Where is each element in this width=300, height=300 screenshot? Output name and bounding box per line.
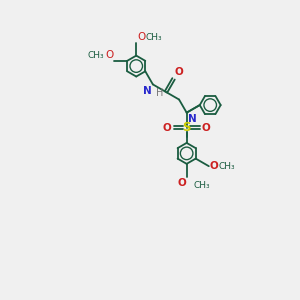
Text: S: S — [182, 121, 191, 134]
Text: O: O — [210, 161, 218, 171]
Text: O: O — [105, 50, 113, 60]
Text: H: H — [156, 88, 164, 98]
Text: O: O — [163, 123, 172, 133]
Text: CH₃: CH₃ — [218, 162, 235, 171]
Text: N: N — [188, 114, 197, 124]
Text: CH₃: CH₃ — [87, 51, 104, 60]
Text: O: O — [202, 123, 211, 133]
Text: O: O — [177, 178, 186, 188]
Text: CH₃: CH₃ — [145, 33, 162, 42]
Text: O: O — [174, 67, 183, 77]
Text: O: O — [137, 32, 145, 42]
Text: N: N — [143, 86, 152, 96]
Text: CH₃: CH₃ — [194, 181, 210, 190]
